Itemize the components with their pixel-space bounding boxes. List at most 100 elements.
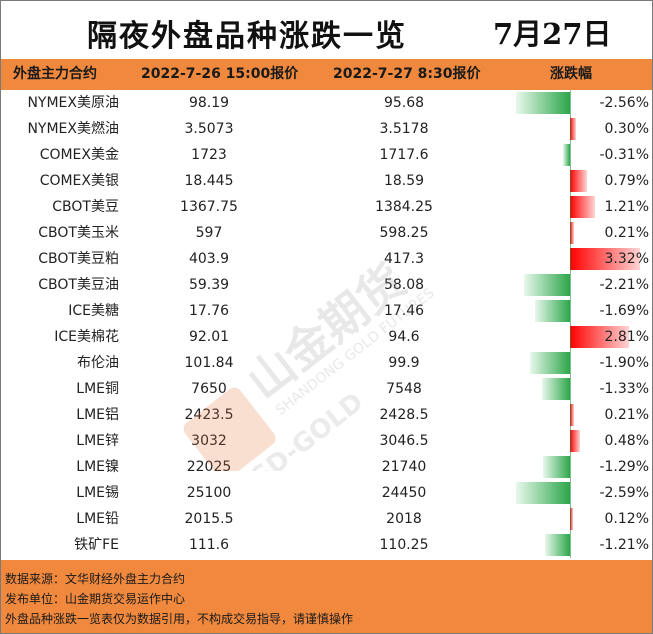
price-0727: 21740 bbox=[381, 459, 427, 475]
change-bar-up bbox=[570, 508, 573, 530]
contract-name: CBOT美豆 bbox=[52, 199, 119, 215]
footer: 数据来源：文华财经外盘主力合约 发布单位：山金期货交易运作中心 外盘品种涨跌一览… bbox=[1, 560, 652, 633]
contract-name: COMEX美金 bbox=[39, 147, 119, 163]
change-bar-up bbox=[570, 170, 587, 192]
price-0727: 2018 bbox=[386, 511, 422, 527]
price-0727: 417.3 bbox=[383, 251, 425, 267]
table-row: NYMEX美燃油 3.5073 3.5178 0.30% bbox=[1, 116, 652, 142]
price-0726: 25100 bbox=[186, 485, 232, 501]
contract-name: LME铝 bbox=[76, 407, 119, 423]
contract-name: CBOT美豆粕 bbox=[38, 251, 119, 267]
table-row: 铁矿FE 111.6 110.25 -1.21% bbox=[1, 532, 652, 558]
contract-name: LME锡 bbox=[76, 485, 119, 501]
change-bar-up bbox=[570, 196, 596, 218]
change-percent: 0.30% bbox=[604, 121, 649, 137]
table-header: 外盘主力合约 2022-7-26 15:00报价 2022-7-27 8:30报… bbox=[1, 59, 652, 90]
table-row: LME镍 22025 21740 -1.29% bbox=[1, 454, 652, 480]
change-bar-up bbox=[570, 222, 575, 244]
table-row: CBOT美玉米 597 598.25 0.21% bbox=[1, 220, 652, 246]
price-0727: 1384.25 bbox=[375, 199, 433, 215]
change-percent: 0.12% bbox=[604, 511, 649, 527]
price-0726: 7650 bbox=[191, 381, 227, 397]
change-bar-down bbox=[523, 274, 570, 296]
price-0726: 98.19 bbox=[188, 95, 230, 111]
price-0727: 110.25 bbox=[379, 537, 429, 553]
price-0726: 597 bbox=[195, 225, 223, 241]
change-bar-up bbox=[570, 430, 581, 452]
price-0727: 94.6 bbox=[388, 329, 420, 345]
price-0727: 99.9 bbox=[388, 355, 420, 371]
report-date: 7月27日 bbox=[493, 17, 612, 51]
table-row: LME铜 7650 7548 -1.33% bbox=[1, 376, 652, 402]
price-0727: 58.08 bbox=[383, 277, 425, 293]
title-row: 隔夜外盘品种涨跌一览 7月27日 bbox=[1, 1, 652, 59]
change-bar-up bbox=[570, 248, 640, 270]
change-percent: -1.90% bbox=[599, 355, 649, 371]
price-0726: 111.6 bbox=[188, 537, 230, 553]
price-0726: 1723 bbox=[191, 147, 227, 163]
header-change: 涨跌幅 bbox=[550, 66, 592, 82]
change-bar-down bbox=[542, 378, 570, 400]
change-percent: -2.21% bbox=[599, 277, 649, 293]
header-price-0727: 2022-7-27 8:30报价 bbox=[333, 66, 481, 82]
contract-name: LME锌 bbox=[76, 433, 119, 449]
footer-source: 数据来源：文华财经外盘主力合约 bbox=[5, 572, 186, 586]
change-percent: -1.21% bbox=[599, 537, 649, 553]
change-percent: 0.48% bbox=[604, 433, 649, 449]
table-row: LME锡 25100 24450 -2.59% bbox=[1, 480, 652, 506]
change-percent: -0.31% bbox=[599, 147, 649, 163]
price-0727: 598.25 bbox=[379, 225, 429, 241]
table-row: LME铝 2423.5 2428.5 0.21% bbox=[1, 402, 652, 428]
table-row: ICE美棉花 92.01 94.6 2.81% bbox=[1, 324, 652, 350]
change-percent: 0.79% bbox=[604, 173, 649, 189]
contract-name: 布伦油 bbox=[77, 355, 119, 371]
contract-name: COMEX美银 bbox=[39, 173, 119, 189]
price-0727: 7548 bbox=[386, 381, 422, 397]
table-row: COMEX美银 18.445 18.59 0.79% bbox=[1, 168, 652, 194]
table-row: CBOT美豆粕 403.9 417.3 3.32% bbox=[1, 246, 652, 272]
price-0726: 92.01 bbox=[188, 329, 230, 345]
table-row: CBOT美豆 1367.75 1384.25 1.21% bbox=[1, 194, 652, 220]
price-0726: 3032 bbox=[191, 433, 227, 449]
contract-name: ICE美糖 bbox=[68, 303, 119, 319]
contract-name: NYMEX美原油 bbox=[27, 95, 119, 111]
header-contract: 外盘主力合约 bbox=[13, 66, 97, 82]
change-percent: 0.21% bbox=[604, 407, 649, 423]
change-bar-down bbox=[530, 352, 570, 374]
table-row: 布伦油 101.84 99.9 -1.90% bbox=[1, 350, 652, 376]
change-percent: -1.29% bbox=[599, 459, 649, 475]
price-0726: 3.5073 bbox=[184, 121, 234, 137]
contract-name: LME铅 bbox=[76, 511, 119, 527]
contract-name: ICE美棉花 bbox=[54, 329, 119, 345]
change-bar-down bbox=[515, 482, 570, 504]
change-bar-down bbox=[516, 92, 570, 114]
page-title: 隔夜外盘品种涨跌一览 bbox=[87, 19, 407, 54]
table-row: LME铅 2015.5 2018 0.12% bbox=[1, 506, 652, 532]
change-percent: 1.21% bbox=[604, 199, 649, 215]
price-0726: 18.445 bbox=[184, 173, 234, 189]
table-row: LME锌 3032 3046.5 0.48% bbox=[1, 428, 652, 454]
price-0727: 2428.5 bbox=[379, 407, 429, 423]
table-row: CBOT美豆油 59.39 58.08 -2.21% bbox=[1, 272, 652, 298]
change-bar-down bbox=[542, 456, 570, 478]
price-0726: 101.84 bbox=[184, 355, 234, 371]
header-price-0726: 2022-7-26 15:00报价 bbox=[141, 66, 299, 82]
table-row: ICE美糖 17.76 17.46 -1.69% bbox=[1, 298, 652, 324]
table-row: NYMEX美原油 98.19 95.68 -2.56% bbox=[1, 90, 652, 116]
change-bar-down bbox=[563, 144, 570, 166]
contract-name: CBOT美豆油 bbox=[38, 277, 119, 293]
change-percent: -2.56% bbox=[599, 95, 649, 111]
price-0727: 3046.5 bbox=[379, 433, 429, 449]
table-row: COMEX美金 1723 1717.6 -0.31% bbox=[1, 142, 652, 168]
contract-name: CBOT美玉米 bbox=[38, 225, 119, 241]
contract-name: LME镍 bbox=[76, 459, 119, 475]
contract-name: 铁矿FE bbox=[74, 537, 119, 553]
price-0727: 17.46 bbox=[383, 303, 425, 319]
change-bar-up bbox=[570, 404, 575, 426]
change-bar-down bbox=[544, 534, 570, 556]
price-0726: 403.9 bbox=[188, 251, 230, 267]
footer-disclaimer: 外盘品种涨跌一览表仅为数据引用，不构成交易指导，请谨慎操作 bbox=[5, 612, 354, 626]
price-0727: 3.5178 bbox=[379, 121, 429, 137]
change-bar-down bbox=[534, 300, 570, 322]
price-0726: 22025 bbox=[186, 459, 232, 475]
